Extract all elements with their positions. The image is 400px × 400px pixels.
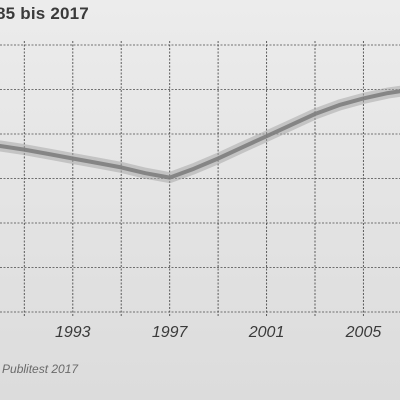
chart-title: 85 bis 2017: [0, 4, 89, 23]
horizontal-gridlines: [0, 44, 400, 313]
x-tick-label: 2005: [345, 324, 382, 341]
x-tick-label: 1993: [55, 324, 91, 341]
x-tick-labels: 1993 1997 2001 2005: [55, 324, 381, 341]
series-line: [0, 89, 400, 180]
series-layer: [0, 85, 400, 184]
x-tick-label: 1997: [152, 324, 189, 341]
source-text: Publitest 2017: [2, 362, 79, 376]
source-note: l Publitest 2017: [0, 362, 78, 376]
x-tick-label: 2001: [248, 324, 285, 341]
vertical-gridlines: [23, 41, 364, 316]
